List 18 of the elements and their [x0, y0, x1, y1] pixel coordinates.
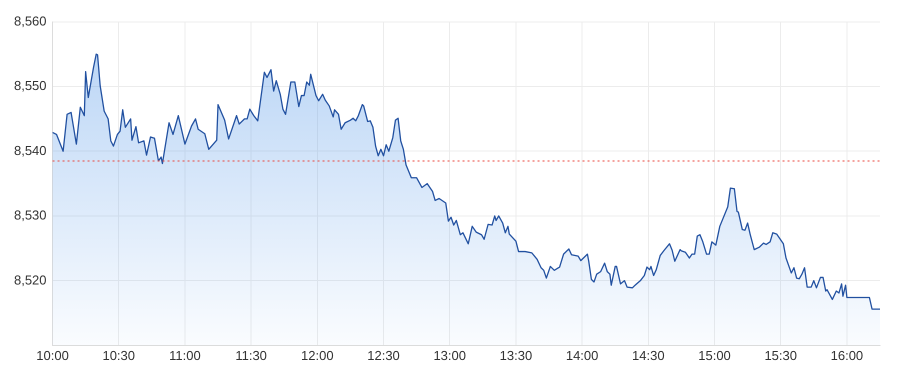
y-tick-label: 8,560 [14, 13, 47, 28]
x-tick-label: 16:00 [830, 348, 864, 363]
x-tick-label: 10:00 [36, 348, 69, 363]
y-tick-label: 8,530 [14, 208, 47, 223]
x-tick-label: 13:30 [500, 348, 532, 363]
x-tick-label: 14:30 [632, 348, 665, 363]
x-tick-label: 14:00 [566, 348, 598, 363]
y-tick-label: 8,520 [14, 272, 47, 288]
x-tick-label: 15:00 [698, 348, 731, 363]
x-tick-label: 13:00 [433, 348, 466, 363]
x-tick-label: 12:00 [301, 348, 334, 363]
x-tick-label: 11:00 [169, 348, 201, 363]
x-tick-label: 15:30 [764, 348, 797, 363]
x-tick-label: 11:30 [235, 348, 267, 363]
x-tick-label: 10:30 [102, 348, 136, 363]
x-tick-label: 12:30 [367, 348, 400, 363]
y-tick-label: 8,550 [14, 78, 47, 94]
y-tick-label: 8,540 [14, 142, 47, 158]
